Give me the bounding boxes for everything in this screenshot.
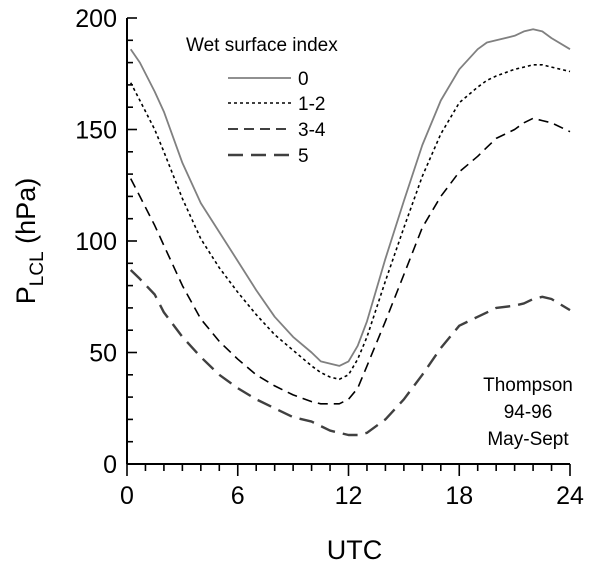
annotation: Thompson 94-96 May-Sept	[483, 375, 573, 450]
annotation-line: May-Sept	[487, 429, 569, 450]
x-tick-label: 24	[556, 482, 584, 510]
legend-label-3-4: 3-4	[298, 120, 326, 141]
annotation-line: 94-96	[504, 402, 553, 423]
legend-title: Wet surface index	[186, 35, 338, 56]
legend-label-0: 0	[298, 69, 309, 90]
y-axis-title: PLCL (hPa)	[11, 178, 48, 304]
series-line-3-4	[129, 117, 571, 405]
y-tick-label: 50	[89, 340, 117, 368]
series-line-1-2	[129, 64, 571, 381]
x-axis-title: UTC	[327, 535, 383, 565]
series-line-5	[129, 269, 571, 437]
series-line-0	[129, 28, 571, 367]
y-tick-label: 200	[75, 5, 117, 33]
x-tick-label: 12	[335, 482, 363, 510]
y-tick-label: 100	[75, 228, 117, 256]
y-tick-label: 150	[75, 117, 117, 145]
y-tick-label: 0	[103, 451, 117, 479]
x-tick-label: 18	[445, 482, 473, 510]
legend-label-1-2: 1-2	[298, 94, 325, 115]
legend: Wet surface index 0 1-2 3-4 5	[186, 35, 338, 167]
x-tick-label: 6	[231, 482, 245, 510]
annotation-line: Thompson	[483, 375, 573, 396]
plot-area	[129, 28, 571, 437]
x-tick-label: 0	[120, 482, 134, 510]
legend-label-5: 5	[298, 146, 309, 167]
